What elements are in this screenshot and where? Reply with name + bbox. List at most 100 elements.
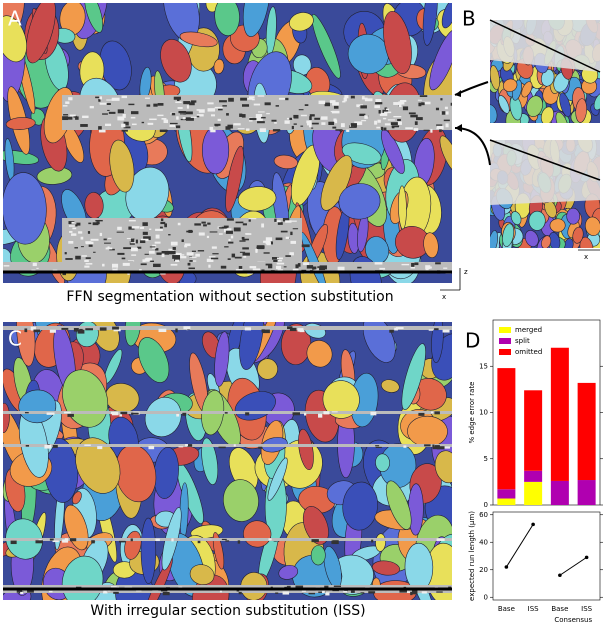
texture	[418, 412, 425, 416]
texture	[265, 237, 273, 241]
texture	[117, 109, 125, 114]
texture	[325, 592, 330, 596]
texture	[103, 589, 107, 593]
texture	[285, 255, 291, 257]
texture	[274, 122, 277, 124]
texture	[277, 259, 282, 262]
texture	[189, 260, 197, 262]
texture	[91, 540, 95, 544]
texture	[293, 123, 297, 125]
texture	[136, 589, 142, 592]
texture	[284, 120, 290, 124]
texture	[233, 227, 241, 232]
line	[505, 524, 534, 568]
texture	[264, 102, 271, 106]
texture	[242, 223, 247, 226]
texture	[189, 260, 193, 262]
texture	[189, 102, 195, 106]
texture	[149, 118, 157, 121]
texture	[112, 268, 118, 271]
texture	[84, 444, 91, 446]
texture	[25, 444, 30, 447]
segment	[398, 185, 407, 230]
texture	[110, 586, 117, 588]
texture	[443, 119, 450, 122]
texture	[190, 100, 197, 103]
texture	[318, 413, 323, 418]
texture	[69, 230, 73, 233]
texture	[106, 99, 115, 101]
texture	[128, 260, 135, 262]
texture	[402, 106, 409, 111]
texture	[221, 538, 227, 541]
texture	[68, 241, 74, 244]
group-label: Consensus	[554, 616, 592, 624]
texture	[384, 107, 388, 110]
texture	[146, 257, 153, 261]
texture	[237, 128, 245, 130]
texture	[333, 105, 339, 109]
texture	[92, 222, 99, 226]
texture	[206, 235, 210, 239]
texture	[24, 411, 29, 414]
texture	[411, 262, 415, 267]
segment	[214, 331, 230, 387]
texture	[196, 115, 200, 118]
texture	[261, 329, 265, 333]
texture	[379, 267, 386, 270]
texture	[290, 240, 297, 244]
segmentation-image-c	[3, 322, 452, 600]
texture	[421, 102, 425, 106]
segment	[441, 3, 452, 29]
segmentation-image-b-top	[490, 20, 600, 123]
texture	[85, 263, 93, 265]
grey-region	[490, 140, 600, 205]
texture	[287, 326, 293, 330]
texture	[177, 222, 181, 226]
texture	[220, 265, 227, 269]
texture	[195, 253, 200, 257]
texture	[255, 116, 263, 121]
texture	[381, 126, 384, 131]
segment	[490, 65, 500, 90]
texture	[430, 128, 433, 133]
y-tick-label: 0	[484, 593, 488, 601]
texture	[47, 444, 50, 446]
texture	[24, 328, 28, 333]
texture	[295, 264, 299, 269]
texture	[442, 329, 450, 333]
texture	[382, 109, 387, 114]
y-tick-label: 20	[479, 566, 488, 574]
texture	[387, 119, 395, 121]
texture	[157, 252, 162, 255]
texture	[196, 114, 204, 117]
texture	[350, 95, 355, 99]
texture	[379, 112, 388, 116]
texture	[112, 326, 119, 330]
texture	[131, 412, 139, 415]
texture	[75, 224, 78, 227]
texture	[395, 327, 404, 330]
texture	[231, 253, 236, 258]
texture	[443, 446, 451, 449]
segment	[555, 111, 569, 123]
texture	[52, 444, 58, 448]
segment	[559, 92, 571, 118]
texture	[176, 125, 181, 129]
texture	[171, 538, 174, 542]
y-tick-label: 10	[479, 409, 488, 417]
texture	[173, 96, 181, 100]
texture	[36, 267, 39, 269]
segment	[434, 450, 452, 484]
segmentation-image-b-bottom	[490, 140, 600, 248]
texture	[198, 109, 205, 113]
texture	[186, 105, 189, 109]
texture	[224, 246, 229, 248]
texture	[245, 233, 252, 235]
segment	[429, 29, 452, 91]
texture	[128, 219, 136, 222]
texture	[118, 540, 126, 543]
panel-letter: D	[465, 329, 480, 353]
texture	[79, 328, 83, 333]
texture	[301, 589, 306, 592]
